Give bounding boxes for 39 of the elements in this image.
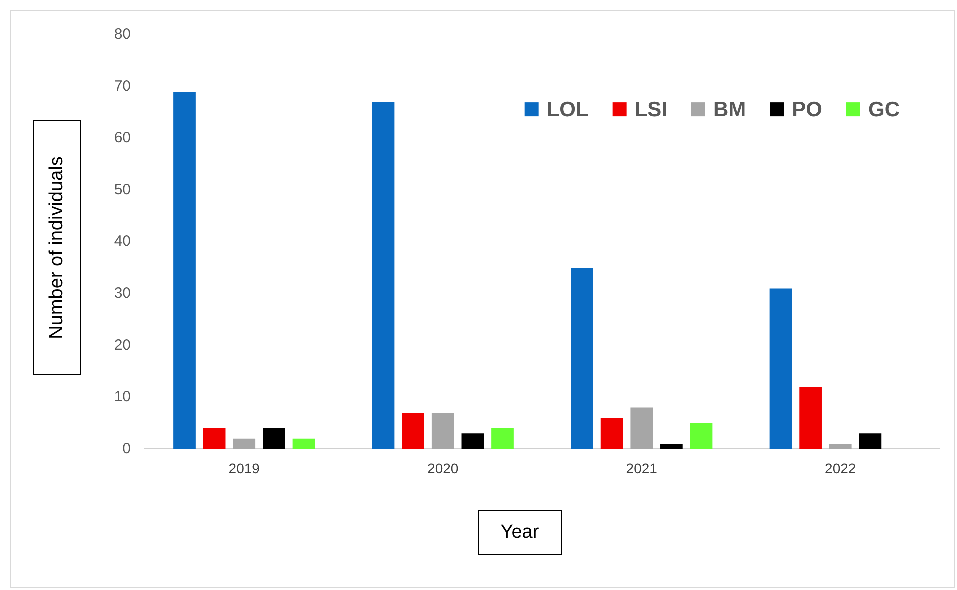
legend-label: LSI [634,98,668,122]
x-tick-label: 2019 [228,460,260,476]
bar [402,412,424,450]
bar [203,428,226,450]
bar [292,438,316,450]
bar [770,288,792,450]
bar [233,438,256,450]
x-axis-title: Year [478,510,562,555]
legend-label: PO [792,98,822,122]
bar [859,434,882,450]
legend-label: BM [714,98,746,122]
legend-label: LOL [546,98,590,122]
y-tick-label: 0 [122,440,131,458]
bar [263,428,286,450]
y-tick-label: 50 [114,181,131,198]
y-tick-label: 30 [114,285,131,302]
bar [829,444,852,450]
x-tick-label: 2021 [626,460,658,476]
bar [174,92,196,450]
bar [690,423,713,450]
y-tick-label: 70 [114,78,131,95]
bar [630,408,654,450]
y-axis-title: Number of individuals [46,156,68,339]
x-tick-label: 2020 [428,460,459,476]
y-tick-label: 10 [114,388,131,406]
x-tick-label: 2022 [825,460,856,476]
y-tick-label: 20 [114,336,131,354]
y-tick-label: 60 [114,130,131,147]
bar [372,102,395,450]
bar [800,387,822,450]
bar [600,418,624,450]
bar [462,434,484,450]
bar [660,444,683,450]
bar [571,268,594,450]
y-tick-label: 80 [114,26,131,44]
y-tick-label: 40 [114,233,131,250]
bar [432,412,454,450]
bar [492,428,514,450]
legend-label: GC [868,98,900,122]
